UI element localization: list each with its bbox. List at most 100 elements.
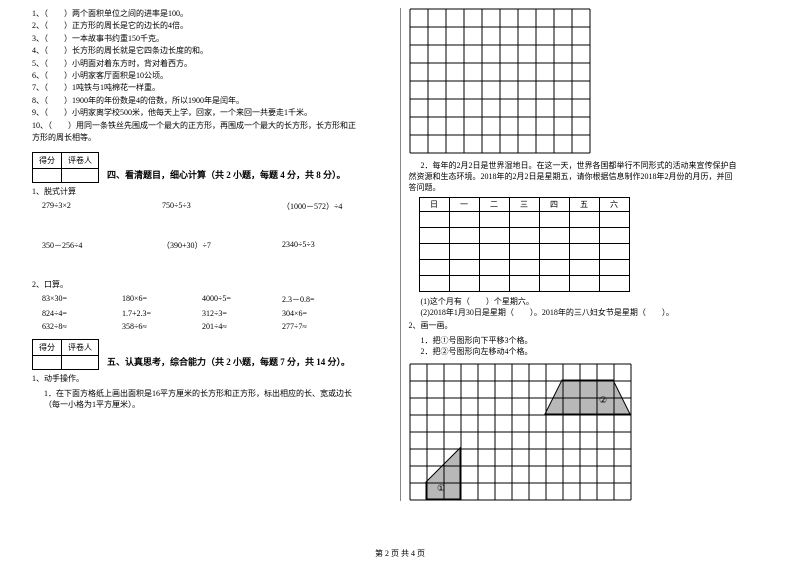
cal-cell <box>419 260 449 276</box>
calendar-table: 日一二三四五六 <box>419 197 630 292</box>
q-text: 答问题。 <box>409 182 769 193</box>
cal-cell <box>479 228 509 244</box>
cal-cell <box>479 276 509 292</box>
judgment-item: 4、（ ）长方形的周长就是它四条边长度的和。 <box>32 45 392 57</box>
mental-item: 83×30= <box>42 294 122 305</box>
sub-title: 1、脱式计算 <box>32 186 392 197</box>
calc-item: 279÷3×2 <box>42 201 122 212</box>
calc-item: （1000－572）÷4 <box>282 201 362 212</box>
sub-title: 2、口算。 <box>32 279 392 290</box>
section4-title: 四、看清题目，细心计算（共 2 小题，每题 4 分，共 8 分）。 <box>107 168 346 183</box>
judgment-item: 9、（ ）小明家离学校500米，他每天上学，回家，一个来回一共要走1千米。 <box>32 107 392 119</box>
cal-cell <box>569 244 599 260</box>
judgment-item: 5、（ ）小明面对着东方时，背对着西方。 <box>32 58 392 70</box>
cal-cell <box>599 212 629 228</box>
sub-title: 2、画一画。 <box>409 320 769 331</box>
cal-cell <box>509 212 539 228</box>
cal-cell <box>449 260 479 276</box>
grid-paper <box>409 8 591 154</box>
q-text: （每一小格为1平方厘米）。 <box>44 399 392 410</box>
judgment-list: 1、（ ）两个面积单位之间的进率是100。 2、（ ）正方形的周长是它的边长的4… <box>32 8 392 144</box>
score-table: 得分评卷人 <box>32 152 99 183</box>
grader-label: 评卷人 <box>62 340 99 356</box>
cal-cell <box>509 228 539 244</box>
judgment-item: 1、（ ）两个面积单位之间的进率是100。 <box>32 8 392 20</box>
q-text: 1．在下面方格纸上画出面积是16平方厘米的长方形和正方形，标出相应的长、宽或边长 <box>44 388 392 399</box>
cal-header: 日 <box>419 198 449 212</box>
q-text: 2．每年的2月2日是世界湿地日。在这一天，世界各国都举行不同形式的活动来宣传保护… <box>421 160 769 171</box>
cal-cell <box>599 244 629 260</box>
cal-cell <box>569 276 599 292</box>
cal-cell <box>449 276 479 292</box>
calc-item: 750÷5÷3 <box>162 201 242 212</box>
cal-cell <box>599 228 629 244</box>
judgment-tail: 方形的周长相等。 <box>32 132 392 144</box>
judgment-item: 2、（ ）正方形的周长是它的边长的4倍。 <box>32 20 392 32</box>
cal-cell <box>479 212 509 228</box>
cal-cell <box>449 212 479 228</box>
cal-cell <box>419 244 449 260</box>
cal-cell <box>419 276 449 292</box>
mental-item: 180×6= <box>122 294 202 305</box>
cal-header: 三 <box>509 198 539 212</box>
score-label: 得分 <box>33 153 62 169</box>
mental-item: 201÷4≈ <box>202 322 282 331</box>
mental-item: 632÷8≈ <box>42 322 122 331</box>
cal-cell <box>539 212 569 228</box>
shape-label-1: ① <box>437 483 445 493</box>
mental-grid: 83×30= 180×6= 4000÷5= 2.3－0.8= 824÷4= 1.… <box>42 294 392 331</box>
mental-item: 4000÷5= <box>202 294 282 305</box>
mental-item: 1.7+2.3= <box>122 309 202 318</box>
cal-cell <box>569 228 599 244</box>
cal-cell <box>539 228 569 244</box>
cal-cell <box>509 276 539 292</box>
judgment-item: 6、（ ）小明家客厅面积是10公顷。 <box>32 70 392 82</box>
grader-label: 评卷人 <box>62 153 99 169</box>
q-text: 2．把②号图形向左移动4个格。 <box>421 346 769 357</box>
sub-title: 1、动手操作。 <box>32 373 392 384</box>
judgment-item: 10、（ ）用同一条铁丝先围成一个最大的正方形，再围成一个最大的长方形，长方形和… <box>32 120 392 132</box>
section5-title: 五、认真思考，综合能力（共 2 小题，每题 7 分，共 14 分）。 <box>107 355 350 370</box>
cal-header: 五 <box>569 198 599 212</box>
cal-cell <box>509 244 539 260</box>
page-footer: 第 2 页 共 4 页 <box>0 548 800 559</box>
cal-cell <box>419 212 449 228</box>
calc-item: （390+30）÷7 <box>162 240 242 251</box>
cal-cell <box>509 260 539 276</box>
cal-cell <box>539 260 569 276</box>
cal-cell <box>479 260 509 276</box>
score-table: 得分评卷人 <box>32 339 99 370</box>
cal-header: 六 <box>599 198 629 212</box>
cal-cell <box>479 244 509 260</box>
q-text: (1)这个月有（ ）个星期六。 <box>421 296 769 307</box>
calc-item: 350－256÷4 <box>42 240 122 251</box>
cal-cell <box>449 244 479 260</box>
calc-item: 2340÷5÷3 <box>282 240 362 251</box>
cal-header: 一 <box>449 198 479 212</box>
cal-cell <box>599 260 629 276</box>
mental-item: 312÷3= <box>202 309 282 318</box>
mental-item: 304×6= <box>282 309 362 318</box>
shape-label-2: ② <box>599 395 607 405</box>
judgment-item: 7、（ ）1吨铁与1吨棉花一样重。 <box>32 82 392 94</box>
cal-cell <box>539 276 569 292</box>
cal-cell <box>569 212 599 228</box>
q-text: 1．把①号图形向下平移3个格。 <box>421 335 769 346</box>
cal-cell <box>569 260 599 276</box>
cal-header: 二 <box>479 198 509 212</box>
q-text: (2)2018年1月30日是星期（ ）。2018年的三八妇女节是星期（ ）。 <box>421 307 769 318</box>
cal-cell <box>449 228 479 244</box>
q-text: 然资源和生态环境。2018年的2月2日是星期五，请你根据信息制作2018年2月份… <box>409 171 769 182</box>
score-label: 得分 <box>33 340 62 356</box>
mental-item: 277÷7≈ <box>282 322 362 331</box>
mental-item: 2.3－0.8= <box>282 294 362 305</box>
mental-item: 358÷6≈ <box>122 322 202 331</box>
mental-item: 824÷4= <box>42 309 122 318</box>
cal-cell <box>599 276 629 292</box>
cal-cell <box>539 244 569 260</box>
cal-cell <box>419 228 449 244</box>
judgment-item: 8、（ ）1900年的年份数是4的倍数，所以1900年是闰年。 <box>32 95 392 107</box>
grid-paper-shapes: ①② <box>409 363 632 501</box>
judgment-item: 3、（ ）一本故事书约重150千克。 <box>32 33 392 45</box>
cal-header: 四 <box>539 198 569 212</box>
